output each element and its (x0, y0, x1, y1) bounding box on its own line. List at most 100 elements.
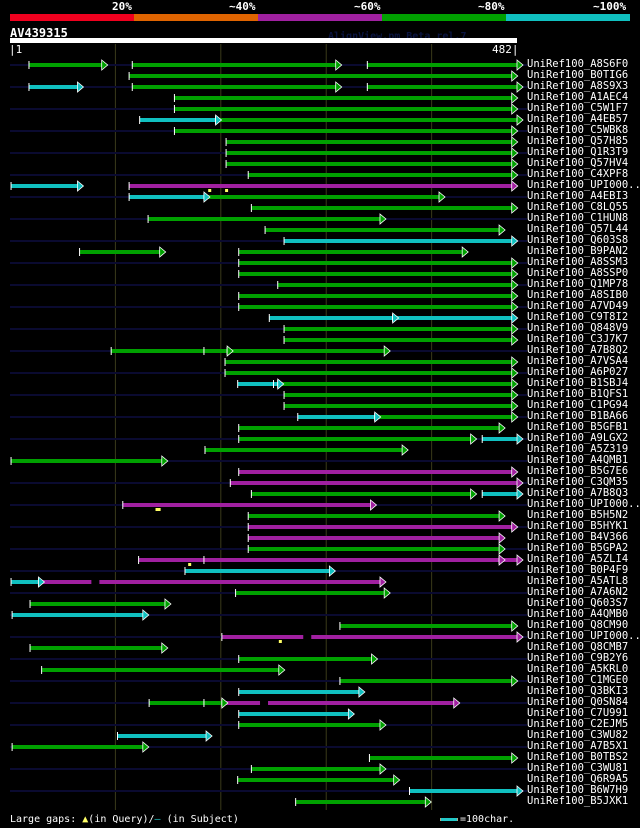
hit-label[interactable]: UniRef100_A5Z319 (527, 443, 629, 455)
hit-label[interactable]: UniRef100_A8SIB0 (527, 289, 629, 301)
segment-end-arrow-icon (516, 477, 524, 489)
segment-end-arrow-icon (401, 444, 409, 456)
segment-end-arrow-icon (511, 620, 519, 632)
hit-label[interactable]: UniRef100_Q1MP78 (527, 278, 629, 290)
hit-label[interactable]: UniRef100_C5WBK8 (527, 124, 629, 136)
hit-label[interactable]: UniRef100_Q57HV4 (527, 157, 629, 169)
hit-label[interactable]: UniRef100_B5JXK1 (527, 795, 629, 807)
hit-label[interactable]: UniRef100_C1MGE0 (527, 674, 629, 686)
hit-label[interactable]: UniRef100_Q8CMB7 (527, 641, 629, 653)
hit-label[interactable]: UniRef100_B5H5N2 (527, 509, 629, 521)
hit-label[interactable]: UniRef100_C2EJM5 (527, 718, 629, 730)
segment-end-arrow-icon (511, 301, 519, 313)
hit-label[interactable]: UniRef100_C3WU81 (527, 762, 629, 774)
segment-end-arrow-icon (511, 367, 519, 379)
hit-segment (238, 294, 512, 298)
hit-segment (238, 690, 359, 694)
hit-label[interactable]: UniRef100_A8SSP0 (527, 267, 629, 279)
hit-label[interactable]: UniRef100_B5HYK1 (527, 520, 629, 532)
hit-label[interactable]: UniRef100_A4EB57 (527, 113, 629, 125)
hit-label[interactable]: UniRef100_C3QM35 (527, 476, 629, 488)
hit-label[interactable]: UniRef100_B1QFS1 (527, 388, 629, 400)
hit-segment (237, 382, 278, 386)
hit-label[interactable]: UniRef100_A7VSA4 (527, 355, 629, 367)
hit-label[interactable]: UniRef100_C3WU82 (527, 729, 629, 741)
segment-end-arrow-icon (511, 103, 519, 115)
hit-label[interactable]: UniRef100_B0TBS2 (527, 751, 629, 763)
hit-label[interactable]: UniRef100_B5GFB1 (527, 421, 629, 433)
hit-label[interactable]: UniRef100_B6W7H9 (527, 784, 629, 796)
hit-segment (11, 580, 39, 584)
legend-label-40: ~40% (229, 0, 256, 13)
hit-label[interactable]: UniRef100_C7U991 (527, 707, 629, 719)
footer-subject-text: (in Subject) (166, 814, 239, 825)
hit-segment (238, 437, 471, 441)
hit-segment (122, 503, 371, 507)
hit-segment (132, 85, 336, 89)
hit-label[interactable]: UniRef100_Q603S7 (527, 597, 629, 609)
segment-end-arrow-icon (470, 488, 478, 500)
hit-label[interactable]: UniRef100_B4V366 (527, 531, 629, 543)
hit-label[interactable]: UniRef100_A8S9X3 (527, 80, 629, 92)
hit-segment (226, 151, 512, 155)
segment-end-arrow-icon (383, 345, 391, 357)
segment-end-arrow-icon (511, 334, 519, 346)
hit-segment (248, 525, 512, 529)
segment-end-arrow-icon (511, 378, 519, 390)
hit-label[interactable]: UniRef100_A5KRL0 (527, 663, 629, 675)
hit-label[interactable]: UniRef100_A7A6N2 (527, 586, 629, 598)
segment-end-arrow-icon (516, 554, 524, 566)
segment-end-arrow-icon (335, 59, 343, 71)
hit-label[interactable]: UniRef100_A4EBI3 (527, 190, 629, 202)
hit-label[interactable]: UniRef100_A5ATL8 (527, 575, 629, 587)
hit-label[interactable]: UniRef100_Q848V9 (527, 322, 629, 334)
hit-label[interactable]: UniRef100_A5ZLI4 (527, 553, 629, 565)
hit-label[interactable]: UniRef100_UPI000.. (527, 498, 640, 510)
hit-segment (129, 195, 204, 199)
hit-segment (284, 327, 512, 331)
hit-label[interactable]: UniRef100_C9T8I2 (527, 311, 629, 323)
hit-label[interactable]: UniRef100_B5G7E6 (527, 465, 629, 477)
hit-label[interactable]: UniRef100_A7VD49 (527, 300, 629, 312)
hit-label[interactable]: UniRef100_C9B2Y6 (527, 652, 629, 664)
hit-label[interactable]: UniRef100_A9LGX2 (527, 432, 629, 444)
hit-label[interactable]: UniRef100_A4QMB1 (527, 454, 629, 466)
hit-label[interactable]: UniRef100_C4XPF8 (527, 168, 629, 180)
hit-label[interactable]: UniRef100_A4QMB0 (527, 608, 629, 620)
segment-end-arrow-icon (38, 576, 46, 588)
hit-label[interactable]: UniRef100_C5W1F7 (527, 102, 629, 114)
hit-label[interactable]: UniRef100_B0P4F9 (527, 564, 629, 576)
hit-label[interactable]: UniRef100_Q57L44 (527, 223, 629, 235)
hit-label[interactable]: UniRef100_A1AEC4 (527, 91, 629, 103)
hit-segment (129, 74, 512, 78)
hit-label[interactable]: UniRef100_A8SSM3 (527, 256, 629, 268)
hit-label[interactable]: UniRef100_C8LQ55 (527, 201, 629, 213)
hit-label[interactable]: UniRef100_Q57H85 (527, 135, 629, 147)
hit-label[interactable]: UniRef100_A7B8Q3 (527, 487, 629, 499)
hit-label[interactable]: UniRef100_B1SBJ4 (527, 377, 629, 389)
hit-label[interactable]: UniRef100_Q1R3T9 (527, 146, 629, 158)
hit-label[interactable]: UniRef100_A6P027 (527, 366, 629, 378)
hit-label[interactable]: UniRef100_C3J7K7 (527, 333, 629, 345)
hit-label[interactable]: UniRef100_UPI000.. (527, 179, 640, 191)
segment-end-arrow-icon (511, 70, 519, 82)
hit-label[interactable]: UniRef100_A7B8Q2 (527, 344, 629, 356)
hit-label[interactable]: UniRef100_Q6R9A5 (527, 773, 629, 785)
hit-label[interactable]: UniRef100_Q8CM90 (527, 619, 629, 631)
segment-end-arrow-icon (511, 180, 519, 192)
hit-label[interactable]: UniRef100_Q0SN84 (527, 696, 629, 708)
segment-end-arrow-icon (516, 433, 524, 445)
hit-label[interactable]: UniRef100_Q3BKI3 (527, 685, 629, 697)
hit-label[interactable]: UniRef100_B0TIG6 (527, 69, 629, 81)
hit-label[interactable]: UniRef100_B9PAN2 (527, 245, 629, 257)
segment-end-arrow-icon (511, 323, 519, 335)
hit-label[interactable]: UniRef100_C1PG94 (527, 399, 629, 411)
hit-label[interactable]: UniRef100_A8S6F0 (527, 58, 629, 70)
hit-label[interactable]: UniRef100_UPI000.. (527, 630, 640, 642)
hit-label[interactable]: UniRef100_B5GPA2 (527, 542, 629, 554)
hit-label[interactable]: UniRef100_A7B5X1 (527, 740, 629, 752)
hit-label[interactable]: UniRef100_B1BA66 (527, 410, 629, 422)
hit-label[interactable]: UniRef100_Q603S8 (527, 234, 629, 246)
hit-label[interactable]: UniRef100_C1HUN8 (527, 212, 629, 224)
hit-segment (28, 85, 78, 89)
